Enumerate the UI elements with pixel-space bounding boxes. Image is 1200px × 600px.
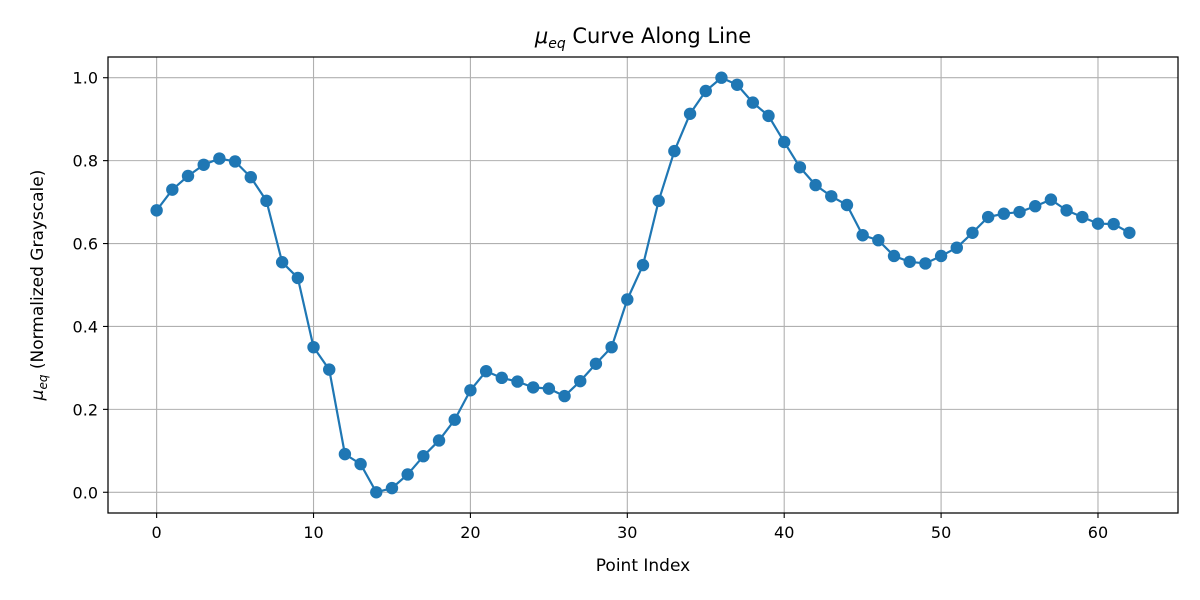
data-point: [825, 190, 838, 203]
data-point: [778, 135, 791, 149]
grid: [108, 57, 1178, 513]
chart-title-symbol: μ: [534, 24, 548, 48]
data-point: [1091, 217, 1105, 230]
data-point: [464, 384, 477, 397]
y-tick-label: 0.4: [73, 317, 98, 336]
data-point: [809, 178, 822, 192]
data-point: [574, 374, 587, 388]
chart-title: μeq Curve Along Line: [534, 24, 751, 52]
series-layer: [150, 71, 1136, 499]
data-point: [275, 256, 289, 269]
data-point: [228, 155, 242, 168]
data-point: [636, 258, 650, 272]
y-axis-title: μeq (Normalized Grayscale): [28, 170, 50, 402]
data-point: [872, 234, 885, 247]
x-tick-label: 20: [460, 523, 480, 542]
data-point: [417, 450, 430, 463]
data-point: [856, 229, 869, 242]
data-point: [479, 365, 493, 378]
data-point: [966, 226, 979, 239]
y-tick-label: 1.0: [73, 69, 98, 88]
ticks: 0 10 20 30 40 50 60 0.0 0.2 0.4 0.6 0.8 1.0: [73, 69, 1109, 542]
data-point: [715, 71, 728, 84]
data-point: [307, 340, 320, 354]
data-point: [668, 144, 681, 158]
data-point: [605, 340, 618, 354]
data-point: [542, 382, 556, 395]
data-point: [1044, 193, 1058, 206]
data-point: [197, 158, 210, 171]
data-point: [150, 204, 163, 217]
chart-title-subscript: eq: [548, 36, 566, 52]
data-point: [997, 207, 1011, 220]
data-point: [181, 169, 195, 183]
data-point: [401, 468, 414, 481]
data-point: [652, 194, 665, 208]
y-tick-label: 0.8: [73, 152, 98, 171]
y-axis-title-text: (Normalized Grayscale): [28, 170, 48, 375]
data-point: [291, 271, 305, 285]
plot-frame: [107, 56, 1179, 514]
data-point: [338, 447, 352, 461]
data-point: [260, 194, 273, 208]
data-point: [699, 84, 712, 98]
x-tick-label: 0: [152, 523, 162, 542]
data-point: [1107, 217, 1120, 231]
data-point: [244, 171, 257, 184]
data-point: [213, 152, 226, 165]
x-tick-label: 40: [774, 523, 794, 542]
y-tick-label: 0.6: [73, 235, 98, 254]
data-point: [840, 198, 854, 212]
x-tick-label: 60: [1088, 523, 1108, 542]
data-point: [323, 363, 336, 376]
data-point: [903, 255, 916, 268]
data-point: [730, 78, 744, 91]
y-axis-title-symbol: μ: [28, 389, 48, 401]
y-tick-label: 0.2: [73, 400, 98, 419]
data-point: [354, 457, 367, 471]
data-point: [762, 109, 775, 123]
data-point: [166, 183, 179, 196]
data-point: [495, 371, 508, 385]
data-point: [370, 486, 383, 499]
data-point: [448, 413, 461, 426]
data-point: [621, 293, 634, 306]
data-point: [887, 249, 901, 263]
data-point: [746, 96, 760, 109]
x-axis-title: Point Index: [596, 556, 690, 576]
data-point: [385, 481, 399, 495]
data-point: [950, 241, 963, 254]
data-point: [511, 375, 524, 388]
x-tick-label: 10: [303, 523, 323, 542]
data-point: [558, 389, 571, 403]
y-axis-title-subscript: eq: [36, 374, 50, 389]
data-point: [683, 107, 697, 120]
data-point: [934, 249, 948, 263]
data-point: [589, 357, 603, 370]
data-point: [1029, 200, 1042, 213]
data-point: [1013, 205, 1026, 219]
data-point: [1060, 204, 1073, 217]
x-tick-label: 30: [617, 523, 637, 542]
data-point: [793, 161, 807, 174]
data-point: [1076, 210, 1089, 224]
data-point: [432, 434, 446, 447]
x-tick-label: 50: [931, 523, 951, 542]
data-point: [1123, 226, 1136, 239]
data-point: [981, 210, 995, 224]
y-tick-label: 0.0: [73, 483, 98, 502]
chart-title-text: Curve Along Line: [566, 24, 751, 48]
data-point: [526, 381, 540, 394]
data-point: [919, 257, 932, 270]
